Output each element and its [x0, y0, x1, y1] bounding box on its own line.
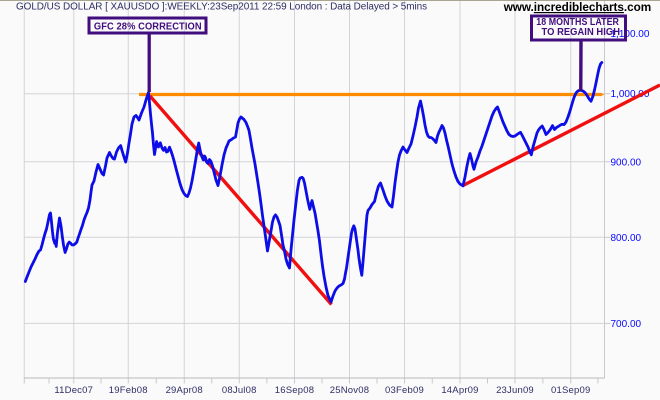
svg-text:14Apr09: 14Apr09: [441, 385, 478, 396]
svg-text:08Jul08: 08Jul08: [222, 385, 257, 396]
svg-text:23Jun09: 23Jun09: [496, 385, 534, 396]
svg-text:900.00: 900.00: [611, 157, 642, 168]
svg-text:01Sep09: 01Sep09: [551, 385, 590, 396]
svg-text:GOLD/US DOLLAR [ XAUUSDO ]:WEE: GOLD/US DOLLAR [ XAUUSDO ]:WEEKLY:23Sep2…: [16, 1, 427, 12]
svg-text:19Feb08: 19Feb08: [109, 385, 148, 396]
svg-text:1,100.00: 1,100.00: [611, 29, 650, 40]
svg-text:03Feb09: 03Feb09: [385, 385, 424, 396]
svg-text:18 MONTHS LATER: 18 MONTHS LATER: [536, 17, 619, 28]
svg-text:29Apr08: 29Apr08: [166, 385, 203, 396]
svg-text:800.00: 800.00: [611, 233, 642, 244]
svg-text:TO REGAIN HIGH: TO REGAIN HIGH: [542, 27, 621, 38]
svg-text:11Dec07: 11Dec07: [54, 385, 93, 396]
svg-text:1,000.00: 1,000.00: [611, 89, 650, 100]
svg-text:GFC 28% CORRECTION: GFC 28% CORRECTION: [94, 20, 202, 32]
svg-text:700.00: 700.00: [611, 319, 642, 330]
svg-text:16Sep08: 16Sep08: [275, 385, 314, 396]
svg-text:www.incrediblecharts.com: www.incrediblecharts.com: [503, 0, 651, 14]
svg-text:25Nov08: 25Nov08: [330, 385, 369, 396]
